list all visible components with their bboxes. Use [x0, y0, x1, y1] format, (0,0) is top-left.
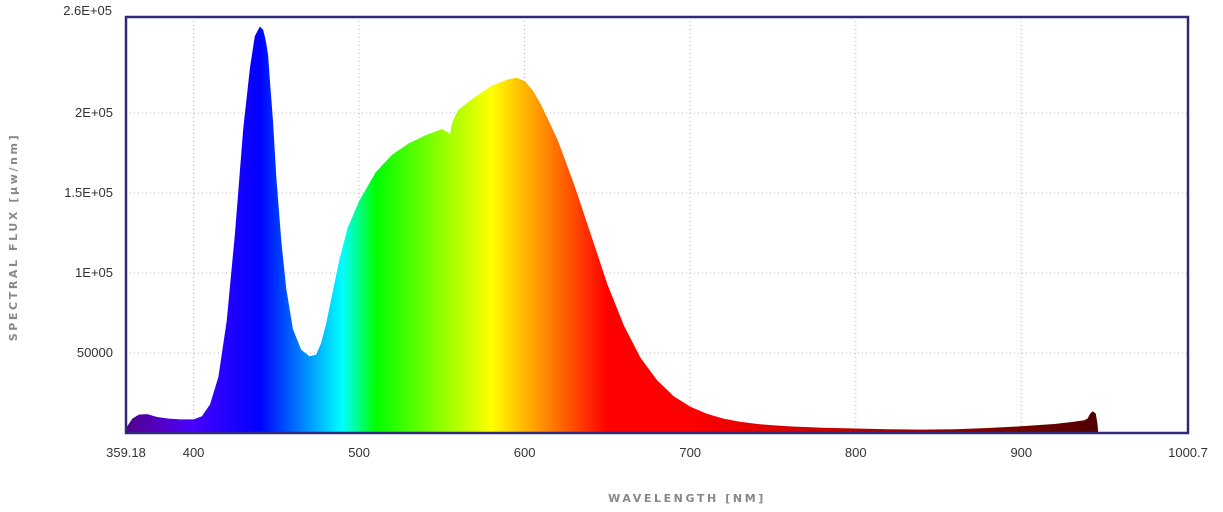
x-tick-label: 800: [845, 445, 867, 460]
x-tick-label: 900: [1010, 445, 1032, 460]
y-tick-label: 1E+05: [75, 265, 113, 280]
y-tick-label: 50000: [77, 345, 113, 360]
y-axis-ticks: 50000 1E+05 1.5E+05 2E+05 2.6E+05: [63, 3, 113, 360]
x-axis-title: WAVELENGTH [NM]: [608, 492, 766, 505]
y-axis-title: SPECTRAL FLUX [µw/nm]: [7, 133, 20, 342]
x-tick-label: 1000.7: [1168, 445, 1208, 460]
x-axis-ticks: 359.18 400 500 600 700 800 900 1000.7: [106, 445, 1208, 460]
y-tick-label: 2E+05: [75, 105, 113, 120]
spectrum-area: [126, 26, 1099, 433]
x-tick-label: 700: [679, 445, 701, 460]
x-tick-label: 359.18: [106, 445, 146, 460]
y-tick-label: 2.6E+05: [63, 3, 112, 18]
x-tick-label: 400: [183, 445, 205, 460]
x-tick-label: 500: [348, 445, 370, 460]
plot-frame: [124, 15, 1190, 435]
y-tick-label: 1.5E+05: [64, 185, 113, 200]
x-tick-label: 600: [514, 445, 536, 460]
spectrum-area-layer: [126, 26, 1099, 433]
